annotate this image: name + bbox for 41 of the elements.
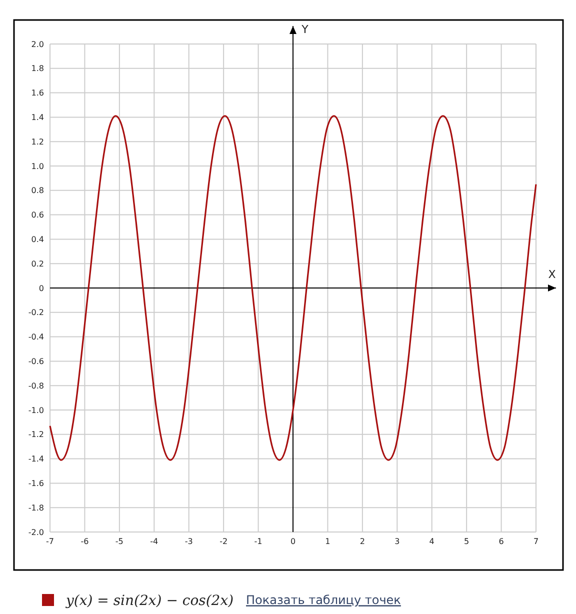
legend-label: y(x) = sin(2x) − cos(2x)	[65, 592, 234, 609]
y-tick-label: 1.2	[31, 137, 44, 146]
x-tick-label: -1	[254, 537, 262, 546]
x-tick-label: -4	[150, 537, 158, 546]
y-tick-label: -1.0	[28, 406, 44, 415]
y-tick-label: 0.6	[31, 210, 44, 220]
x-tick-label: 5	[464, 537, 470, 546]
y-tick-label: 0	[38, 284, 44, 293]
x-tick-label: -2	[220, 537, 228, 546]
x-axis-title: X	[548, 268, 556, 281]
y-tick-label: 1.4	[31, 113, 44, 122]
y-tick-label: -1.2	[28, 430, 44, 440]
x-tick-label: 1	[325, 537, 330, 546]
y-tick-label: -2.0	[28, 528, 44, 537]
y-axis-title: Y	[300, 23, 309, 36]
y-tick-label: 2.0	[31, 40, 44, 49]
x-tick-label: -3	[184, 537, 193, 546]
x-tick-label: -5	[115, 537, 124, 546]
y-tick-label: -0.4	[28, 332, 44, 342]
y-tick-label: -0.8	[28, 381, 44, 390]
text: Показать таблицу точек	[246, 593, 401, 608]
x-tick-label: 0	[290, 537, 296, 546]
x-tick-label: 2	[360, 537, 365, 546]
x-tick-label: 6	[498, 537, 504, 546]
y-tick-label: 1.6	[31, 88, 44, 98]
y-tick-label: 0.4	[31, 235, 44, 244]
x-tick-label: 7	[533, 537, 539, 546]
line-series	[49, 115, 537, 461]
y-tick-label: 1.8	[31, 64, 44, 74]
x-tick-label: 3	[394, 537, 400, 546]
y-tick-label: 0.8	[31, 186, 44, 196]
y-tick-label: 0.2	[31, 259, 44, 268]
y-tick-label: -1.4	[28, 454, 44, 464]
x-tick-label: -6	[80, 537, 89, 546]
y-tick-label: -0.6	[28, 357, 44, 366]
y-tick-label: 1.0	[31, 162, 44, 171]
x-tick-label: 4	[429, 537, 434, 546]
y-tick-label: -1.8	[28, 503, 44, 512]
y-tick-label: -1.6	[28, 479, 44, 488]
x-tick-label: -7	[46, 537, 54, 546]
y-tick-label: -0.2	[28, 308, 44, 318]
